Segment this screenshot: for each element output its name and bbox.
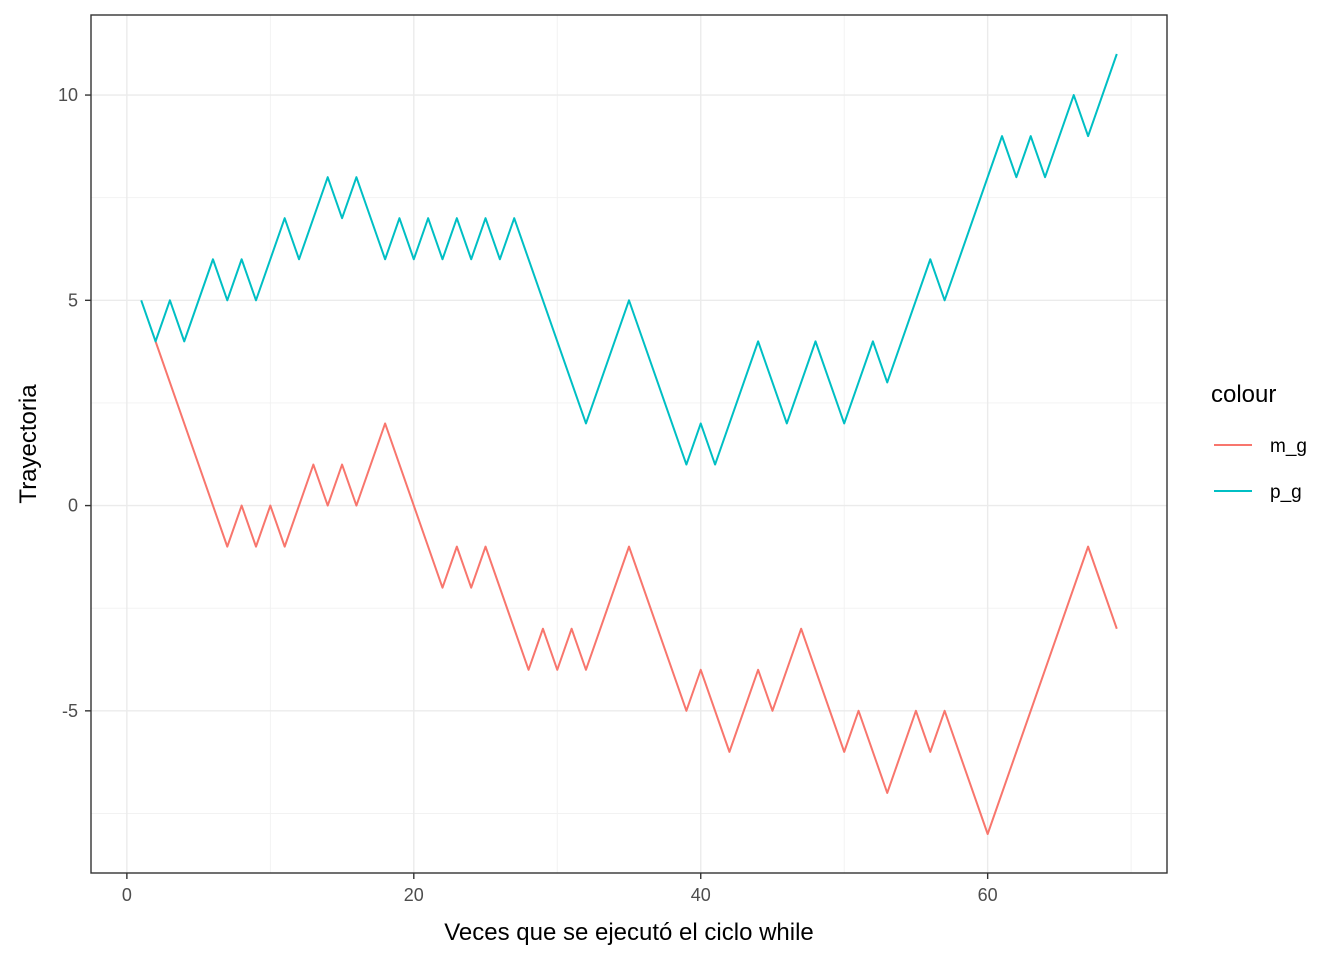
legend-title: colour (1211, 381, 1276, 408)
y-axis: -5 0 5 10 (58, 85, 91, 721)
x-axis-title: Veces que se ejecutó el ciclo while (444, 919, 814, 946)
legend-items: m_g p_g (1214, 436, 1307, 503)
x-tick-label: 20 (404, 885, 424, 905)
x-axis: 0 20 40 60 (122, 873, 998, 905)
series-line-p-g (140, 53, 1118, 466)
y-tick-label: 10 (58, 85, 78, 105)
x-tick-label: 40 (691, 885, 711, 905)
x-tick-label: 60 (978, 885, 998, 905)
panel-border (90, 14, 1168, 874)
legend-label-m-g: m_g (1270, 436, 1307, 457)
y-tick-label: 5 (68, 290, 78, 310)
series-line-m-g (154, 341, 1118, 835)
y-axis-title: Trayectoria (15, 384, 42, 504)
legend: colour m_g p_g (1211, 381, 1307, 503)
minor-gridlines (91, 15, 1167, 873)
series-layer (140, 53, 1118, 835)
legend-label-p-g: p_g (1270, 482, 1302, 503)
y-tick-label: -5 (62, 701, 78, 721)
y-tick-label: 0 (68, 496, 78, 516)
x-tick-label: 0 (122, 885, 132, 905)
